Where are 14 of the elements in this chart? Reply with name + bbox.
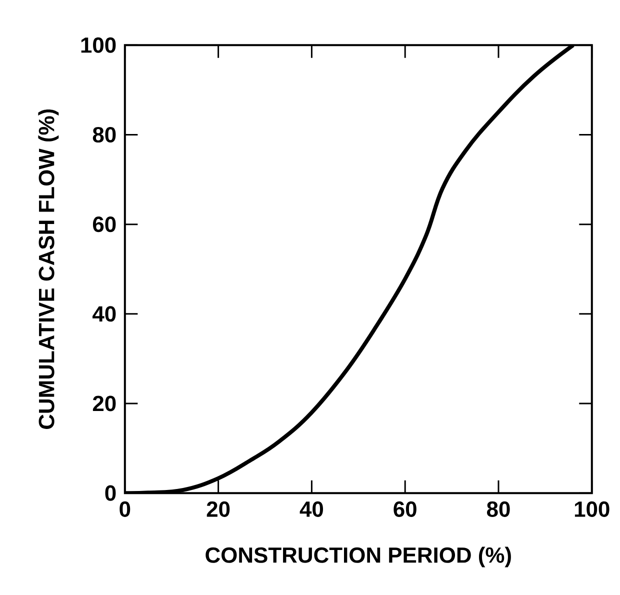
x-tick-label: 0 bbox=[120, 501, 130, 517]
y-tick-label: 80 bbox=[92, 126, 116, 142]
x-axis-title: CONSTRUCTION PERIOD (%) bbox=[206, 546, 511, 568]
x-tick-label: 60 bbox=[394, 501, 416, 517]
y-tick-label: 20 bbox=[92, 396, 116, 412]
y-tick-label: 0 bbox=[105, 485, 116, 501]
x-tick-label: 40 bbox=[300, 501, 324, 517]
y-axis-title: CUMULATIVE CASH FLOW (%) bbox=[38, 109, 59, 429]
y-tick-label: 60 bbox=[92, 216, 116, 232]
x-tick-label: 20 bbox=[206, 501, 230, 517]
x-tick-label: 80 bbox=[486, 501, 510, 517]
x-tick-label: 100 bbox=[574, 501, 610, 517]
y-tick-label: 40 bbox=[92, 306, 116, 322]
y-tick-label: 100 bbox=[81, 37, 116, 53]
